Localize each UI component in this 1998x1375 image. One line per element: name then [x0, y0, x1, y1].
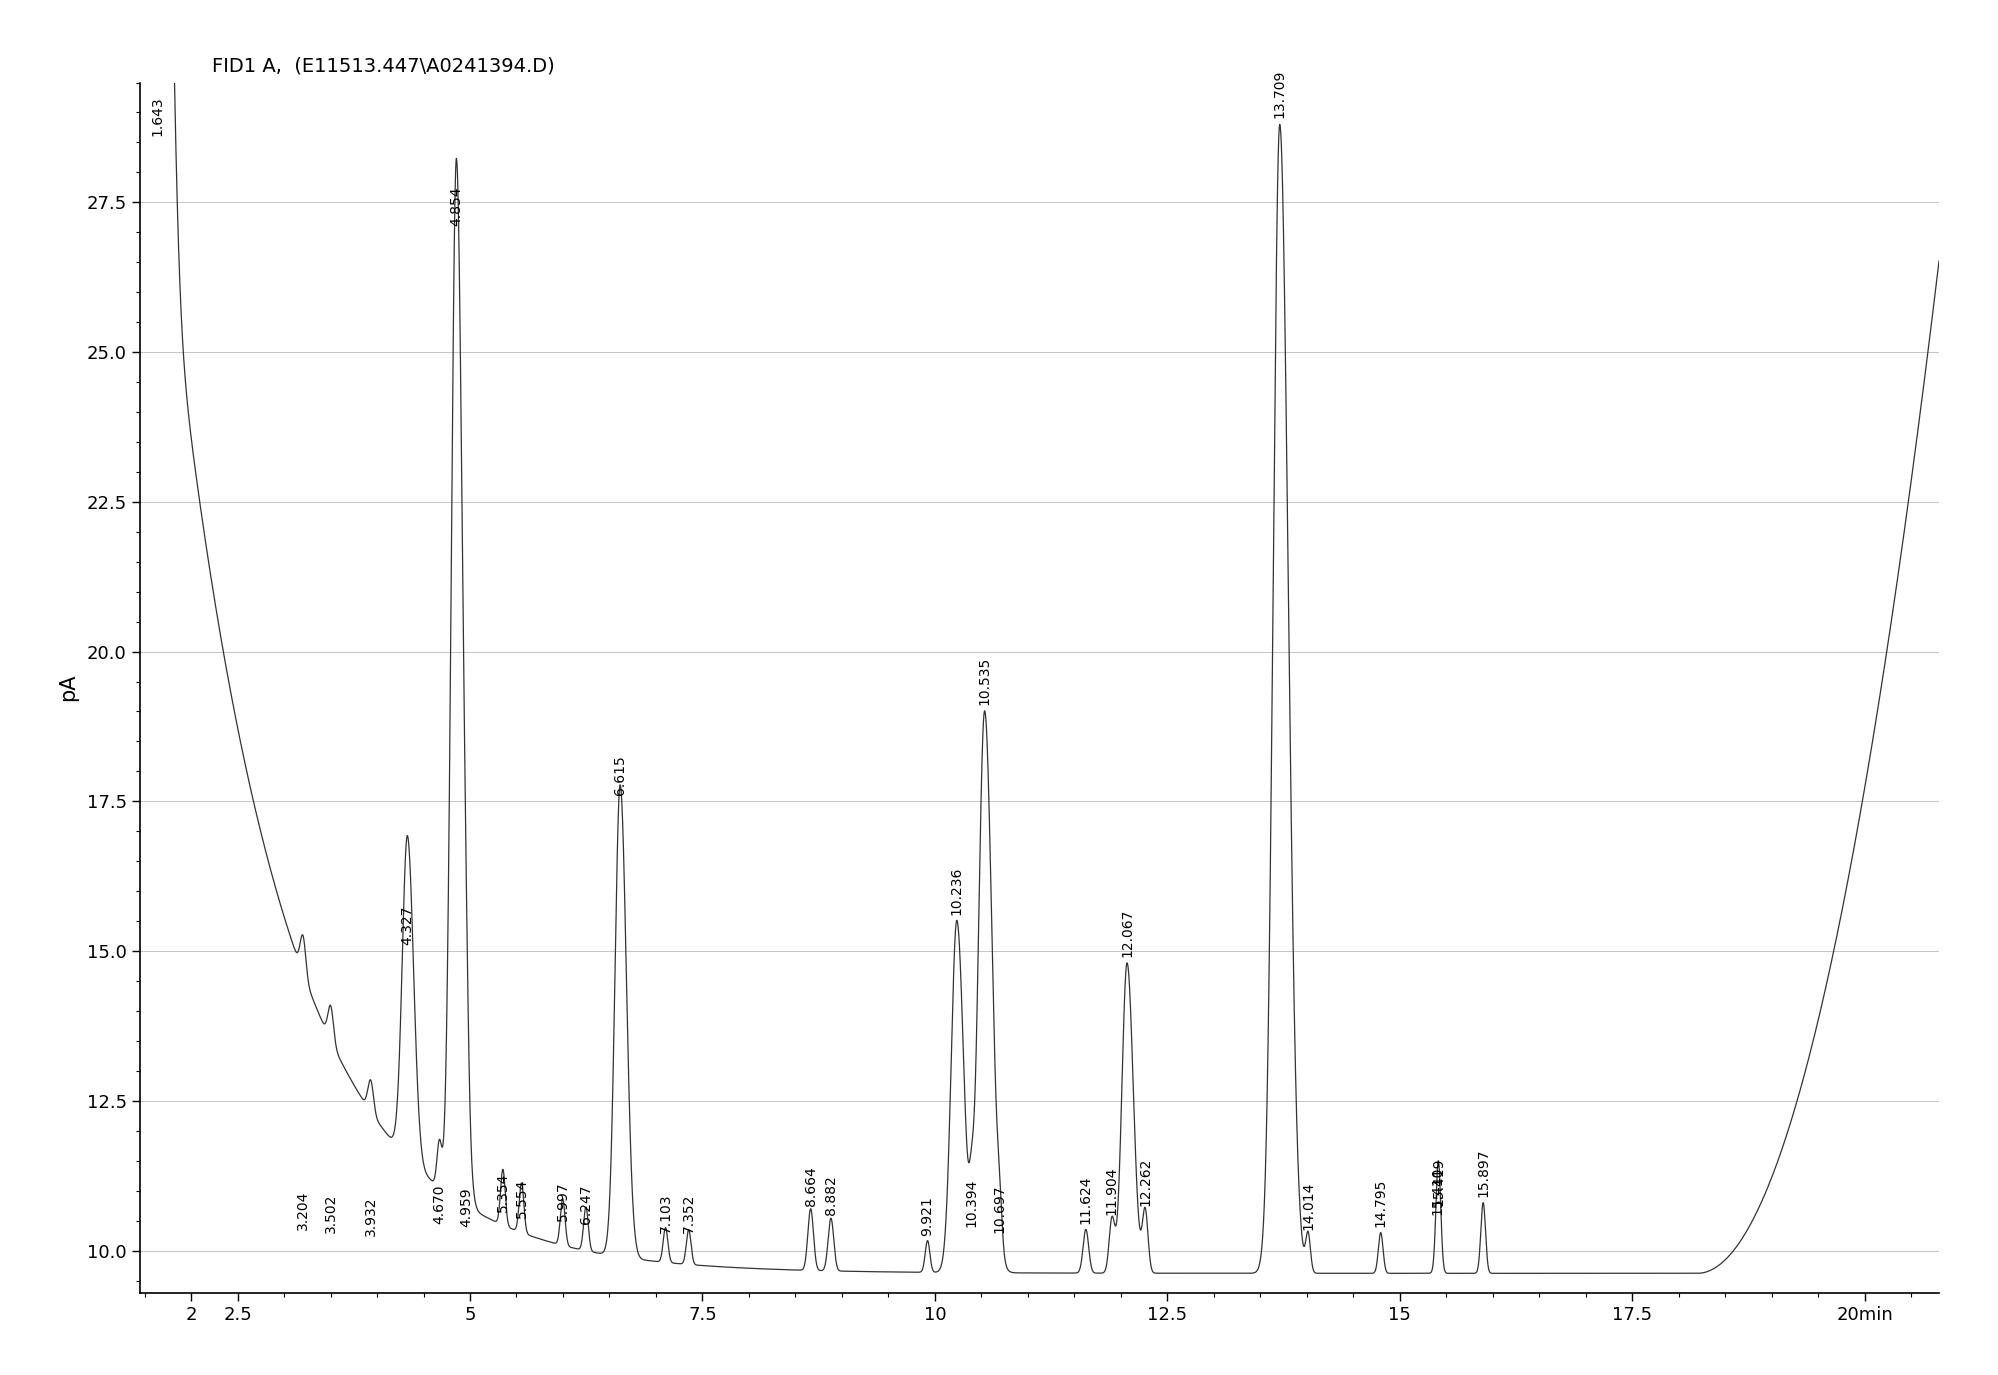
- Text: 11.624: 11.624: [1079, 1176, 1093, 1224]
- Text: 10.236: 10.236: [949, 866, 963, 916]
- Y-axis label: pA: pA: [58, 674, 78, 701]
- Text: 4.959: 4.959: [460, 1187, 474, 1226]
- Text: FID1 A,  (E11513.447\A0241394.D): FID1 A, (E11513.447\A0241394.D): [212, 56, 553, 76]
- Text: 13.709: 13.709: [1273, 70, 1287, 118]
- Text: 10.697: 10.697: [993, 1184, 1007, 1232]
- Text: 4.327: 4.327: [400, 906, 414, 945]
- Text: 6.247: 6.247: [579, 1184, 593, 1224]
- Text: 12.262: 12.262: [1137, 1158, 1151, 1206]
- Text: 4.854: 4.854: [450, 187, 464, 227]
- Text: 15.897: 15.897: [1475, 1148, 1489, 1196]
- Text: 4.670: 4.670: [432, 1184, 446, 1224]
- Text: 10.535: 10.535: [977, 657, 991, 705]
- Text: 5.554: 5.554: [513, 1178, 527, 1218]
- Text: 8.882: 8.882: [823, 1174, 837, 1214]
- Text: 5.997: 5.997: [555, 1181, 569, 1221]
- Text: 15.419: 15.419: [1431, 1158, 1445, 1206]
- Text: 11.904: 11.904: [1105, 1166, 1119, 1214]
- Text: 5.354: 5.354: [496, 1173, 509, 1211]
- Text: 14.014: 14.014: [1301, 1181, 1315, 1229]
- Text: 9.921: 9.921: [919, 1196, 935, 1236]
- Text: 15.410: 15.410: [1431, 1166, 1445, 1214]
- Text: 6.615: 6.615: [613, 756, 627, 795]
- Text: 7.103: 7.103: [657, 1194, 671, 1232]
- Text: 3.204: 3.204: [296, 1191, 310, 1229]
- Text: 12.067: 12.067: [1119, 909, 1133, 957]
- Text: 3.932: 3.932: [364, 1196, 378, 1236]
- Text: 14.795: 14.795: [1373, 1178, 1387, 1226]
- Text: 3.502: 3.502: [324, 1194, 338, 1232]
- Text: 7.352: 7.352: [681, 1194, 695, 1232]
- Text: 10.394: 10.394: [963, 1178, 979, 1226]
- Text: 8.664: 8.664: [803, 1166, 817, 1206]
- Text: 1.643: 1.643: [150, 96, 164, 136]
